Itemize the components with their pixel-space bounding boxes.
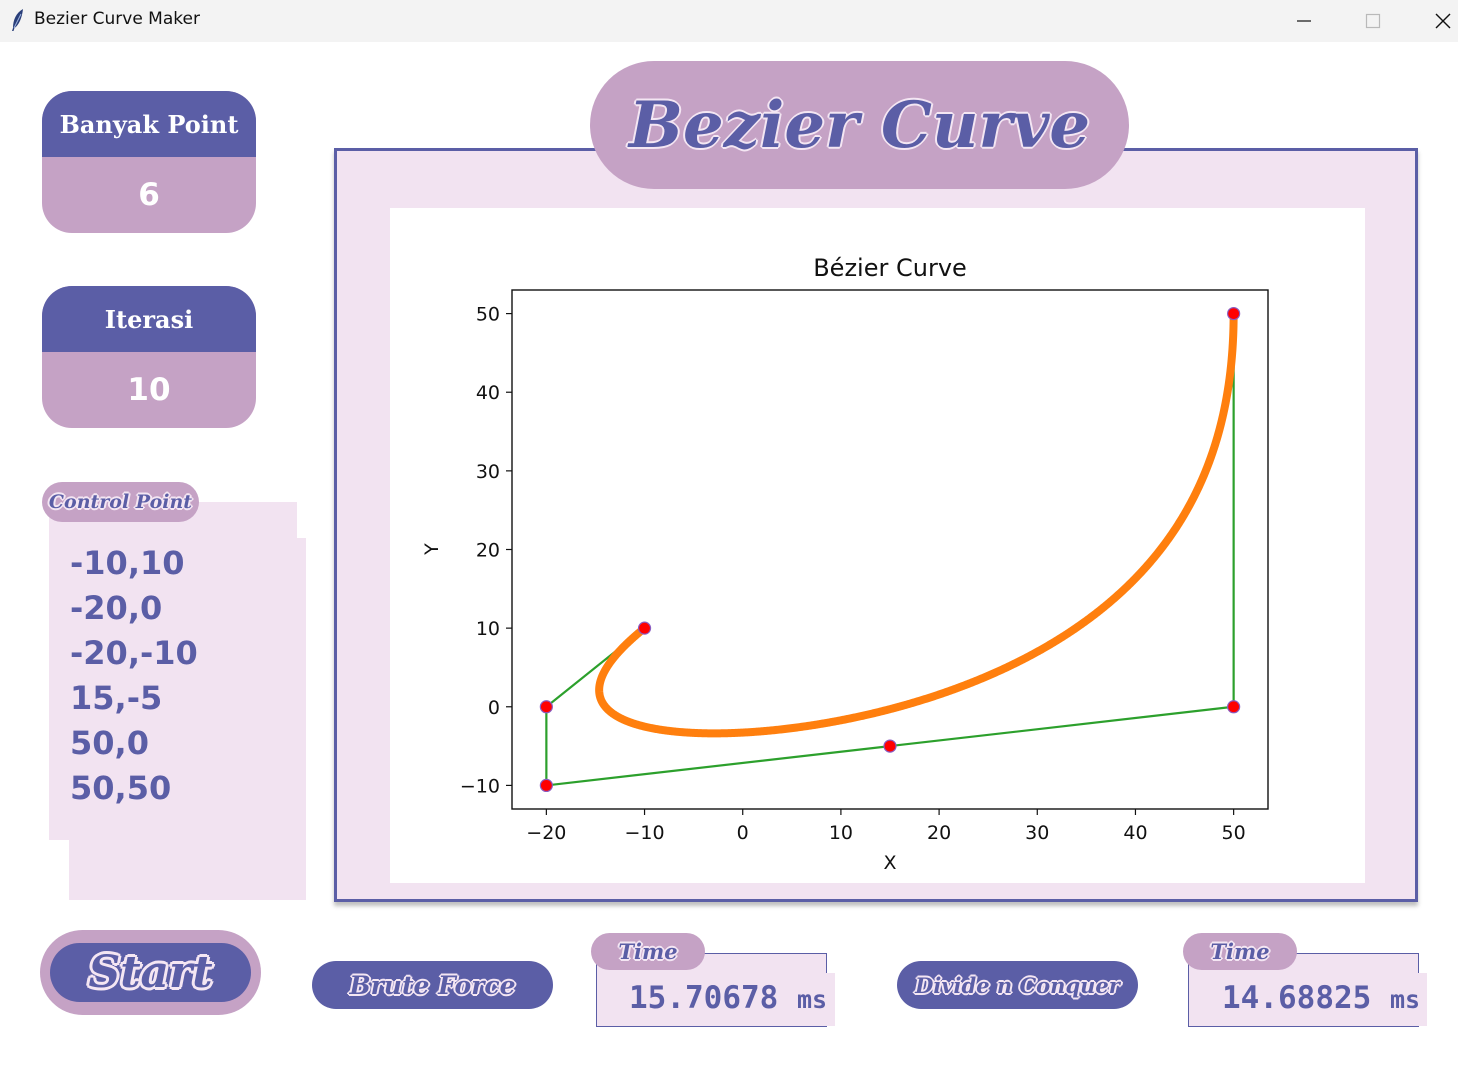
plot-area: Bézier Curve −20 −10 0 10 20 30 40 50 −10 0 10 20 30…: [390, 208, 1365, 883]
control-point-marker: [637, 621, 652, 635]
bezier-chart: Bézier Curve −20 −10 0 10 20 30 40 50 −10 0 10 20 30…: [421, 254, 1269, 874]
page-title: Bezier Curve: [628, 87, 1091, 163]
divide-conquer-button[interactable]: Divide n Conquer: [897, 961, 1138, 1009]
control-point-item: -20,-10: [70, 634, 198, 672]
brute-force-time-tag: Time: [591, 933, 705, 970]
x-tick-label: −20: [526, 822, 566, 844]
iterations-label: Iterasi: [42, 286, 256, 352]
divide-conquer-time-unit: ms: [1389, 985, 1421, 1014]
window-title: Bezier Curve Maker: [34, 9, 200, 29]
control-point-item: 50,50: [70, 769, 172, 807]
x-tick-label: 10: [829, 822, 853, 844]
brute-force-label: Brute Force: [349, 970, 516, 1000]
control-point-marker: [539, 778, 553, 793]
points-card: Banyak Point 6: [42, 91, 256, 233]
points-label: Banyak Point: [42, 91, 256, 157]
iterations-card: Iterasi 10: [42, 286, 256, 428]
y-tick-label: 30: [476, 461, 500, 483]
control-polygon-line: [545, 313, 1235, 787]
control-point-marker: [883, 739, 897, 753]
maximize-icon: [1365, 13, 1381, 29]
brute-force-time-panel: [624, 973, 835, 1026]
divide-conquer-time-label: Time: [1210, 939, 1270, 964]
control-point-marker: [539, 700, 553, 714]
y-tick-label: −10: [460, 775, 500, 797]
x-axis-label: X: [883, 852, 896, 874]
x-tick-label: 50: [1222, 822, 1246, 844]
y-tick-label: 10: [476, 618, 500, 640]
points-input[interactable]: 6: [138, 177, 160, 213]
control-point-item: 50,0: [70, 724, 149, 762]
brute-force-time-unit: ms: [796, 985, 828, 1014]
feather-icon: [12, 9, 23, 31]
divide-conquer-time-panel: [1216, 973, 1427, 1026]
divide-conquer-time-number: 14.68825: [1222, 980, 1372, 1016]
brute-force-button[interactable]: Brute Force: [312, 961, 553, 1009]
y-axis-label: Y: [421, 543, 443, 556]
brute-force-time-label: Time: [618, 939, 678, 964]
x-tick-label: 30: [1025, 822, 1049, 844]
close-button[interactable]: [1420, 4, 1458, 38]
maximize-button[interactable]: [1350, 4, 1396, 38]
control-point-item: -20,0: [70, 589, 163, 627]
minimize-icon: [1297, 20, 1311, 22]
header-title-pill: Bezier Curve: [590, 61, 1129, 189]
start-button[interactable]: Start: [40, 930, 261, 1015]
iterations-input[interactable]: 10: [127, 372, 171, 408]
divide-conquer-time-value: 14.68825 ms: [1222, 980, 1420, 1016]
x-tick-label: −10: [624, 822, 664, 844]
x-tick-label: 0: [737, 822, 749, 844]
y-tick-label: 40: [476, 382, 500, 404]
control-point-item: -10,10: [70, 544, 185, 582]
brute-force-time-value: 15.70678 ms: [629, 980, 827, 1016]
start-button-inner: Start: [50, 943, 251, 1002]
control-points-list: -10,10 -20,0 -20,-10 15,-5 50,0 50,50: [70, 541, 198, 811]
chart-title: Bézier Curve: [813, 254, 967, 282]
x-tick-label: 20: [927, 822, 951, 844]
control-points-input[interactable]: [69, 538, 306, 900]
brute-force-time-number: 15.70678: [629, 980, 779, 1016]
control-point-item: 15,-5: [70, 679, 163, 717]
y-tick-label: 20: [476, 540, 500, 562]
control-point-marker: [1227, 700, 1241, 714]
control-points-label: Control Point: [48, 491, 193, 513]
bezier-curve-line: [595, 309, 1238, 738]
x-tick-label: 40: [1123, 822, 1147, 844]
axes-frame: [511, 289, 1269, 810]
close-icon: [1435, 13, 1451, 29]
control-point-marker: [1227, 306, 1241, 321]
y-tick-label: 0: [488, 697, 500, 719]
divide-conquer-label: Divide n Conquer: [915, 972, 1120, 998]
y-tick-label: 50: [476, 304, 500, 326]
start-label: Start: [88, 947, 213, 998]
minimize-button[interactable]: [1281, 4, 1327, 38]
title-bar: Bezier Curve Maker: [0, 0, 1458, 42]
divide-conquer-time-tag: Time: [1183, 933, 1297, 970]
control-points-tag: Control Point: [42, 482, 199, 522]
